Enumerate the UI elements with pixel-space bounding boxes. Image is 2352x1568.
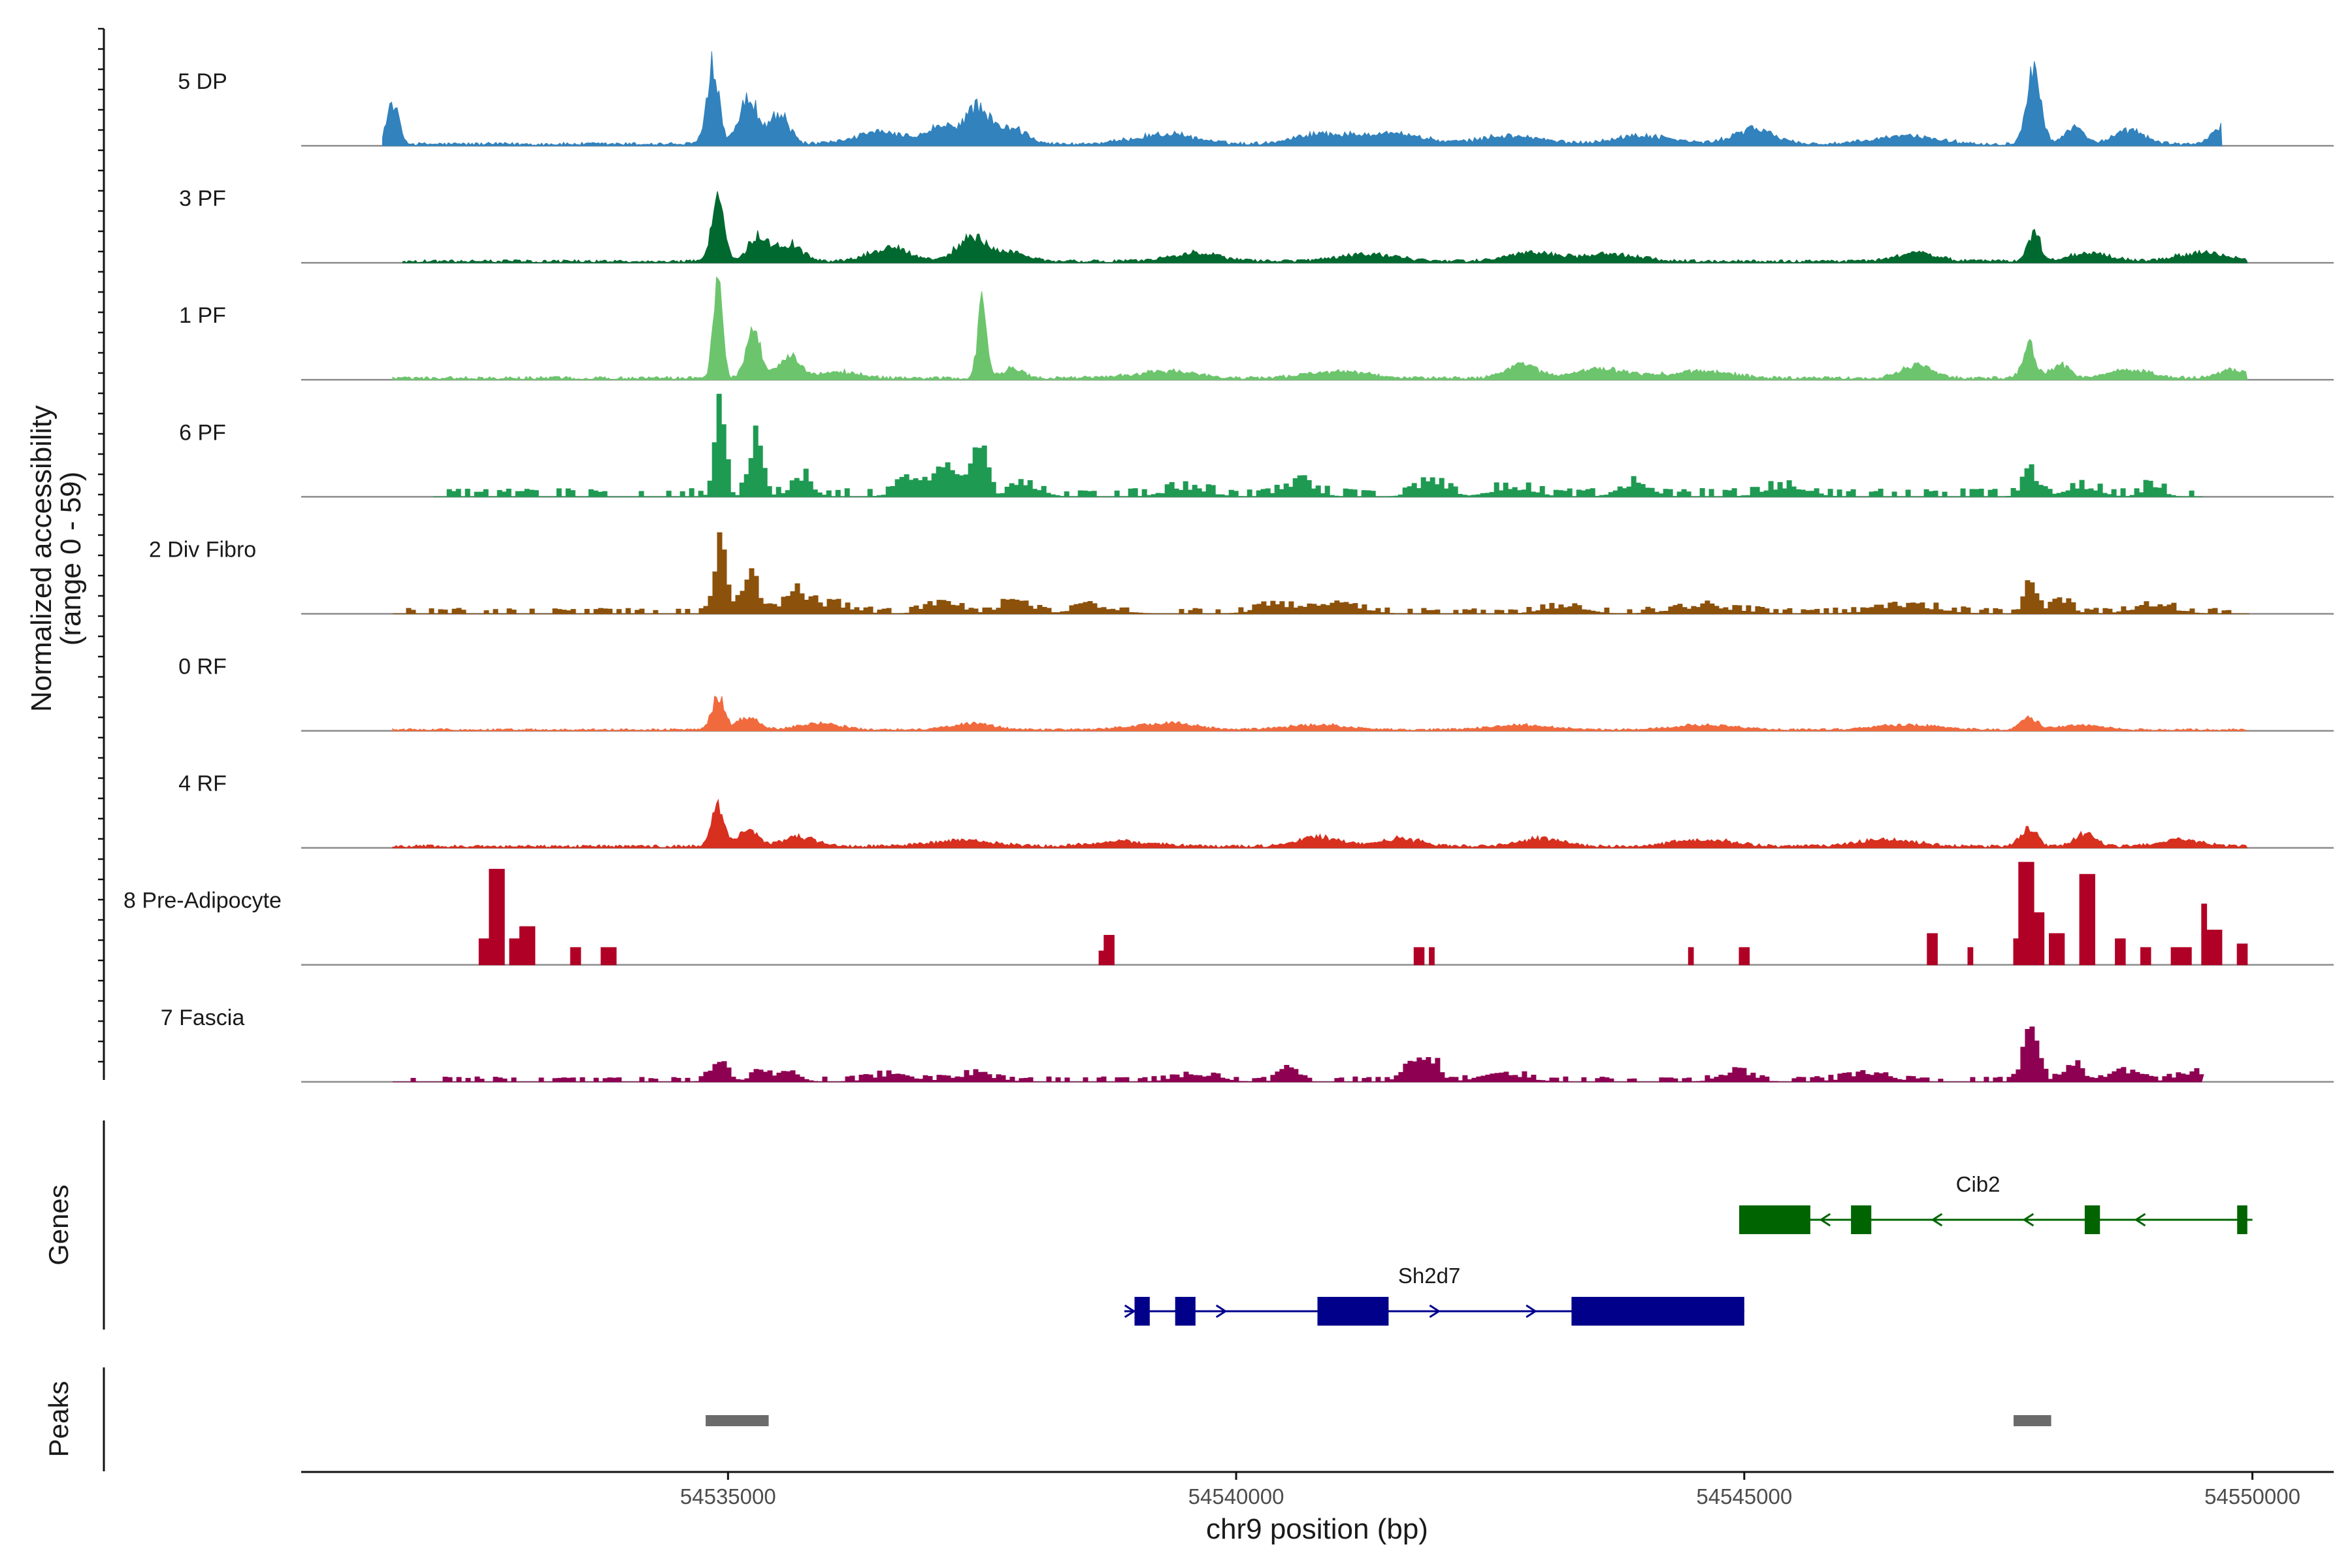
y-axis-title-line2: (range 0 - 59): [55, 472, 87, 646]
gene-exon: [1134, 1297, 1150, 1326]
gene-exon: [1175, 1297, 1196, 1326]
strand-arrow: [1215, 1304, 1228, 1318]
gene-exon: [2084, 1205, 2100, 1234]
peaks-track: [706, 1415, 2051, 1426]
coverage-area-4-rf: [392, 798, 2248, 849]
coverage-area-8-pre-adipocyte: [478, 862, 2248, 966]
track-6-pf: 6 PF: [179, 393, 2334, 498]
x-tick-label: 54540000: [1188, 1484, 1284, 1509]
coverage-y-axis-title: Normalized accessibility (range 0 - 59): [25, 405, 87, 711]
track-7-fascia: 7 Fascia: [161, 1005, 2334, 1083]
strand-arrow: [1526, 1304, 1537, 1318]
strand-arrow: [1819, 1213, 1831, 1227]
coverage-area-5-dp: [382, 51, 2223, 146]
coverage-area-6-pf: [433, 393, 2204, 497]
track-4-rf: 4 RF: [178, 772, 2334, 849]
genes-track-title: Genes: [43, 1184, 74, 1266]
gene-exon: [1851, 1205, 1872, 1234]
track-label: 5 DP: [178, 69, 227, 94]
strand-arrow: [2022, 1213, 2034, 1227]
coverage-area-1-pf: [392, 276, 2248, 381]
gene-cib2: Cib2: [1739, 1172, 2253, 1234]
genes-track: Cib2 Sh2d7: [1124, 1172, 2253, 1326]
track-label: 4 RF: [178, 772, 227, 796]
strand-arrow: [1124, 1304, 1136, 1318]
strand-arrow: [1931, 1213, 1943, 1227]
peak-region: [706, 1415, 769, 1426]
x-axis-title: chr9 position (bp): [1206, 1513, 1428, 1545]
gene-sh2d7: Sh2d7: [1124, 1264, 1744, 1326]
coverage-y-ticks: [98, 27, 104, 1063]
coverage-area-2-div-fibro: [393, 532, 2249, 614]
track-label: 0 RF: [178, 655, 227, 679]
gene-exon: [1739, 1205, 1810, 1234]
coverage-area-7-fascia: [393, 1026, 2204, 1083]
track-3-pf: 3 PF: [179, 186, 2334, 264]
track-label: 1 PF: [179, 303, 226, 328]
track-8-pre-adipocyte: 8 Pre-Adipocyte: [123, 862, 2334, 966]
coverage-area-3-pf: [402, 191, 2248, 263]
track-label: 2 Div Fibro: [149, 537, 256, 562]
gene-label: Sh2d7: [1398, 1264, 1460, 1288]
x-tick-label: 54550000: [2204, 1484, 2300, 1509]
strand-arrow: [1429, 1304, 1441, 1318]
y-axis-title-line1: Normalized accessibility: [25, 405, 57, 711]
x-tick-label: 54545000: [1696, 1484, 1792, 1509]
track-label: 7 Fascia: [161, 1005, 245, 1030]
track-1-pf: 1 PF: [179, 276, 2334, 381]
track-label: 3 PF: [179, 186, 226, 211]
coverage-tracks: 5 DP 3 PF 1 PF 6 PF 2 Div Fibro 0 RF 4 RF 8 Pre…: [123, 51, 2334, 1083]
x-axis: 54535000 54540000 54545000 54550000: [680, 1472, 2300, 1509]
coverage-area-0-rf: [392, 695, 2247, 732]
gene-label: Cib2: [1956, 1172, 2001, 1196]
track-0-rf: 0 RF: [178, 655, 2334, 732]
strand-arrow: [2134, 1213, 2146, 1227]
track-label: 6 PF: [179, 420, 226, 445]
peak-region: [2014, 1415, 2051, 1426]
x-tick-label: 54535000: [680, 1484, 776, 1509]
gene-exon: [2237, 1205, 2247, 1234]
track-2-div-fibro: 2 Div Fibro: [149, 532, 2334, 615]
track-5-dp: 5 DP: [178, 51, 2334, 147]
gene-exon: [1571, 1297, 1744, 1326]
gene-exon: [1317, 1297, 1389, 1326]
peaks-track-title: Peaks: [43, 1381, 74, 1458]
track-label: 8 Pre-Adipocyte: [123, 889, 282, 913]
